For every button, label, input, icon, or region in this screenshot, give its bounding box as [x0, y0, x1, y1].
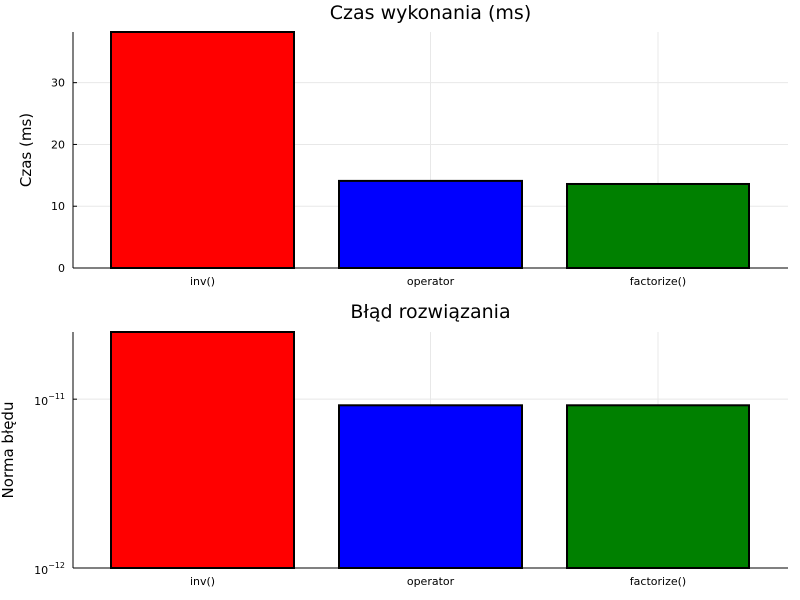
execution-time-title: Czas wykonania (ms) — [330, 2, 531, 24]
solution-error-bar-factorize — [566, 404, 750, 569]
execution-time-bar-factorize — [566, 182, 750, 270]
execution-time-chart: 0 10 20 30 inv() operator factorize() Czas wyko… — [17, 2, 788, 288]
execution-time-y-tick-label: 10 — [51, 200, 65, 213]
solution-error-y-tick-label: 10−11 — [34, 392, 65, 408]
solution-error-bar-operator — [338, 404, 523, 569]
solution-error-x-tick-label: operator — [407, 575, 455, 588]
solution-error-bar-inv — [110, 331, 295, 569]
execution-time-y-tick-label: 0 — [58, 262, 65, 275]
execution-time-x-tick-label: factorize() — [630, 275, 686, 288]
execution-time-x-tick-label: operator — [407, 275, 455, 288]
execution-time-bar-inv — [110, 31, 295, 269]
solution-error-chart: 10−12 10−11 inv() operator factorize() Błąd r… — [0, 301, 788, 588]
solution-error-title: Błąd rozwiązania — [350, 301, 510, 323]
solution-error-y-axis-label: Norma błędu — [0, 402, 17, 499]
execution-time-y-axis-label: Czas (ms) — [17, 113, 35, 187]
solution-error-x-tick-label: inv() — [190, 575, 215, 588]
execution-time-x-tick-label: inv() — [190, 275, 215, 288]
solution-error-y-tick-label: 10−12 — [34, 561, 65, 577]
solution-error-x-tick-label: factorize() — [630, 575, 686, 588]
execution-time-bar-operator — [338, 179, 523, 269]
execution-time-y-tick-label: 20 — [51, 138, 65, 151]
execution-time-y-tick-label: 30 — [51, 77, 65, 90]
